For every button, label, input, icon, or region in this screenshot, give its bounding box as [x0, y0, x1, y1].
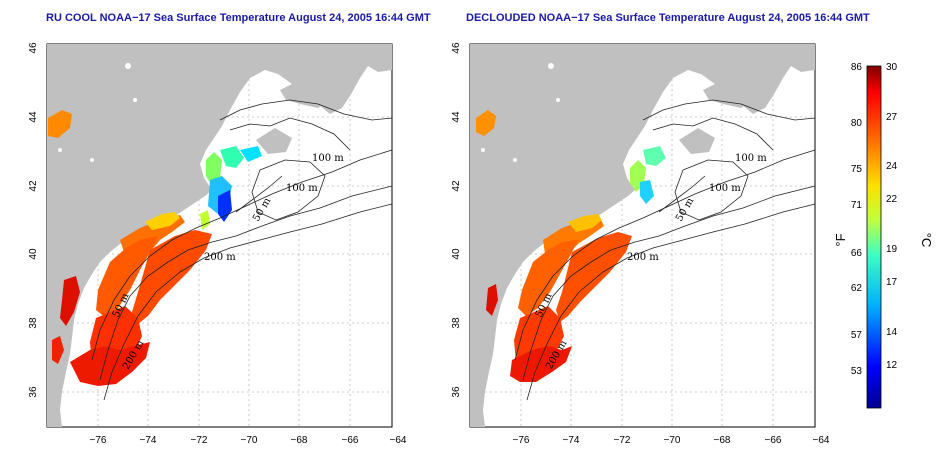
x-tick-label: −68: [291, 435, 308, 446]
y-tick-label: 44: [28, 111, 39, 123]
bathymetry-contours: [91, 99, 393, 401]
x-tick-label: −74: [140, 435, 157, 446]
y-tick-label: 40: [451, 248, 462, 260]
contour-label: 100 m: [735, 153, 767, 164]
colorbar-c-ticks: 30 27 24 22 19 17 14 12: [886, 62, 898, 371]
x-tick-label: −72: [191, 435, 208, 446]
celsius-tick: 17: [886, 277, 898, 288]
y-tick-label: 42: [28, 180, 39, 192]
celsius-tick: 24: [886, 161, 898, 172]
panel-title: DECLOUDED NOAA−17 Sea Surface Temperatur…: [466, 12, 870, 24]
y-tick-label: 36: [451, 386, 462, 398]
x-axis: −76 −74 −72 −70 −68 −66 −64: [90, 435, 407, 446]
colorbar-f-ticks: 86 80 75 71 66 62 57 53: [851, 62, 863, 377]
fahrenheit-tick: 53: [851, 366, 863, 377]
y-tick-label: 44: [451, 111, 462, 123]
fahrenheit-tick: 57: [851, 330, 863, 341]
contour-label: 100 m: [286, 183, 318, 194]
y-tick-label: 36: [28, 386, 39, 398]
fahrenheit-tick: 75: [851, 164, 863, 175]
y-tick-label: 42: [451, 180, 462, 192]
fahrenheit-tick: 71: [851, 200, 863, 211]
x-tick-label: −64: [390, 435, 407, 446]
contour-label: 100 m: [312, 153, 344, 164]
x-tick-label: −66: [342, 435, 359, 446]
x-tick-label: −70: [241, 435, 258, 446]
y-tick-label: 46: [28, 42, 39, 54]
colorbar-gradient: [866, 65, 882, 409]
celsius-tick: 19: [886, 244, 898, 255]
land-mass: [679, 128, 715, 154]
fahrenheit-tick: 86: [851, 62, 863, 73]
fahrenheit-tick: 62: [851, 283, 863, 294]
celsius-tick: 27: [886, 112, 898, 123]
x-axis: −76 −74 −72 −70 −68 −66 −64: [513, 435, 830, 446]
x-tick-label: −74: [563, 435, 580, 446]
x-tick-label: −72: [614, 435, 631, 446]
y-axis: 36 38 40 42 44 46: [451, 42, 462, 398]
x-tick-label: −76: [90, 435, 107, 446]
sst-field: [48, 110, 262, 386]
land-mass: [280, 80, 330, 108]
contour-label: 100 m: [709, 183, 741, 194]
lakes: [58, 63, 137, 162]
contour-label: 200 m: [627, 252, 659, 263]
celsius-tick: 22: [886, 194, 898, 205]
bathymetry-contours: [514, 99, 816, 401]
y-tick-label: 38: [451, 317, 462, 329]
land-mass: [47, 44, 392, 427]
celsius-unit: °C: [919, 233, 934, 248]
contour-label: 200 m: [204, 252, 236, 263]
fahrenheit-unit: °F: [833, 233, 848, 246]
colorbar: 86 80 75 71 66 62 57 53 30 27 24 22 19 1…: [833, 62, 934, 409]
x-tick-label: −70: [664, 435, 681, 446]
fahrenheit-tick: 66: [851, 248, 863, 259]
x-tick-label: −68: [714, 435, 731, 446]
celsius-tick: 14: [886, 327, 898, 338]
land-mass: [256, 128, 292, 154]
x-tick-label: −64: [813, 435, 830, 446]
y-axis: 36 38 40 42 44 46: [28, 42, 39, 398]
y-tick-label: 38: [28, 317, 39, 329]
panel-right: DECLOUDED NOAA−17 Sea Surface Temperatur…: [451, 12, 870, 446]
y-tick-label: 46: [451, 42, 462, 54]
x-tick-label: −66: [765, 435, 782, 446]
panel-title: RU COOL NOAA−17 Sea Surface Temperature …: [46, 12, 431, 24]
land-mass: [703, 80, 753, 108]
land-mass: [470, 44, 815, 427]
y-tick-label: 40: [28, 248, 39, 260]
x-tick-label: −76: [513, 435, 530, 446]
celsius-tick: 30: [886, 62, 898, 73]
panel-left: RU COOL NOAA−17 Sea Surface Temperature …: [28, 12, 431, 446]
fahrenheit-tick: 80: [851, 118, 863, 129]
celsius-tick: 12: [886, 360, 898, 371]
lakes: [481, 63, 560, 162]
